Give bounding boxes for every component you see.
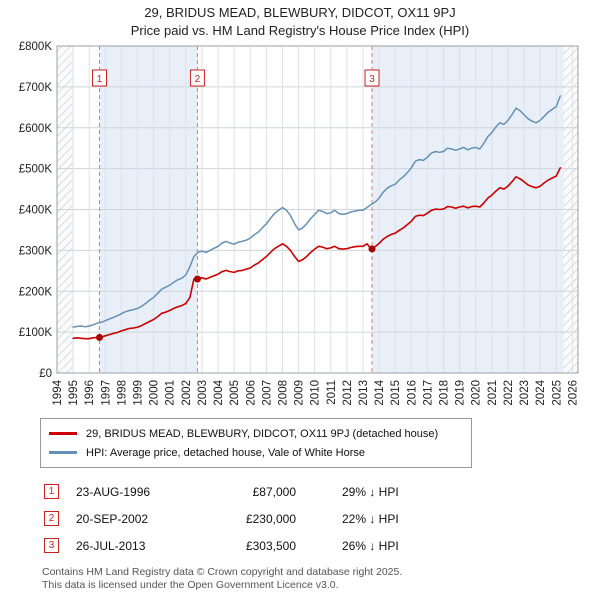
page-subtitle: Price paid vs. HM Land Registry's House … (130, 23, 470, 38)
svg-text:2026: 2026 (567, 380, 579, 406)
transaction-price: £87,000 (252, 484, 296, 499)
table-row: 3 26-JUL-2013 £303,500 26% ↓ HPI (44, 532, 600, 559)
svg-text:2007: 2007 (261, 380, 273, 406)
svg-text:£800K: £800K (19, 41, 53, 53)
svg-text:£300K: £300K (19, 245, 53, 257)
svg-text:2015: 2015 (390, 380, 402, 406)
chart-header: 29, BRIDUS MEAD, BLEWBURY, DIDCOT, OX11 … (0, 0, 600, 38)
svg-text:2001: 2001 (165, 380, 177, 406)
svg-text:2012: 2012 (342, 380, 354, 406)
hpi-line-swatch (49, 451, 77, 454)
transaction-hpi-diff: 29% ↓ HPI (342, 484, 399, 499)
transaction-price: £303,500 (245, 538, 296, 553)
transaction-date: 20-SEP-2002 (76, 511, 149, 526)
legend-item-hpi: HPI: Average price, detached house, Vale… (49, 443, 463, 462)
svg-text:£400K: £400K (19, 205, 53, 217)
svg-text:£200K: £200K (19, 286, 53, 298)
svg-text:1995: 1995 (68, 380, 80, 406)
legend-item-property: 29, BRIDUS MEAD, BLEWBURY, DIDCOT, OX11 … (49, 424, 463, 443)
svg-text:2019: 2019 (455, 380, 467, 406)
svg-text:£500K: £500K (19, 164, 53, 176)
svg-text:2011: 2011 (326, 380, 338, 405)
footer-line-2: This data is licensed under the Open Gov… (42, 579, 339, 591)
svg-text:1998: 1998 (116, 380, 128, 406)
property-line-swatch (49, 432, 77, 435)
svg-text:1994: 1994 (52, 379, 64, 405)
price-history-chart: 1 2 3 £0 £100K £200K £300K £400K £500K £600K £700K… (19, 41, 580, 406)
svg-text:2002: 2002 (181, 380, 193, 406)
svg-text:2: 2 (195, 74, 201, 85)
svg-text:2016: 2016 (406, 380, 418, 406)
svg-text:1996: 1996 (84, 380, 96, 406)
table-row: 2 20-SEP-2002 £230,000 22% ↓ HPI (44, 505, 600, 532)
svg-text:2010: 2010 (310, 380, 322, 406)
transaction-number-badge: 1 (44, 484, 59, 499)
transaction-number-badge: 3 (44, 538, 59, 553)
svg-text:2003: 2003 (197, 380, 209, 406)
svg-text:£0: £0 (39, 368, 52, 380)
transaction-date: 26-JUL-2013 (76, 538, 146, 553)
transaction-price: £230,000 (245, 511, 296, 526)
svg-text:1999: 1999 (133, 380, 145, 406)
page-title: 29, BRIDUS MEAD, BLEWBURY, DIDCOT, OX11 … (144, 5, 456, 20)
legend-label-hpi: HPI: Average price, detached house, Vale… (86, 446, 366, 459)
svg-text:2013: 2013 (358, 380, 370, 406)
svg-text:2021: 2021 (487, 380, 499, 406)
svg-text:1: 1 (97, 74, 103, 85)
legend-label-property: 29, BRIDUS MEAD, BLEWBURY, DIDCOT, OX11 … (86, 427, 439, 440)
svg-text:2008: 2008 (277, 380, 289, 406)
svg-text:2000: 2000 (149, 380, 161, 406)
svg-text:2004: 2004 (213, 379, 225, 405)
svg-text:2009: 2009 (294, 380, 306, 406)
chart-legend: 29, BRIDUS MEAD, BLEWBURY, DIDCOT, OX11 … (40, 418, 472, 468)
footer-line-1: Contains HM Land Registry data © Crown c… (42, 566, 403, 578)
svg-text:£600K: £600K (19, 123, 53, 135)
svg-text:2005: 2005 (229, 380, 241, 406)
svg-text:2017: 2017 (422, 380, 434, 406)
svg-text:2006: 2006 (245, 380, 257, 406)
svg-text:2018: 2018 (439, 380, 451, 406)
transaction-hpi-diff: 22% ↓ HPI (342, 511, 399, 526)
transaction-hpi-diff: 26% ↓ HPI (342, 538, 399, 553)
transaction-number-badge: 2 (44, 511, 59, 526)
transactions-table: 1 23-AUG-1996 £87,000 29% ↓ HPI 2 20-SEP… (44, 478, 600, 559)
license-footer: Contains HM Land Registry data © Crown c… (42, 566, 600, 592)
svg-text:£100K: £100K (19, 327, 53, 339)
svg-text:1997: 1997 (100, 380, 112, 406)
svg-text:2025: 2025 (551, 380, 563, 406)
svg-text:2022: 2022 (503, 380, 515, 406)
table-row: 1 23-AUG-1996 £87,000 29% ↓ HPI (44, 478, 600, 505)
svg-text:2023: 2023 (519, 380, 531, 406)
svg-text:2024: 2024 (535, 379, 547, 405)
svg-text:3: 3 (369, 74, 375, 85)
svg-text:2014: 2014 (374, 379, 386, 405)
transaction-date: 23-AUG-1996 (76, 484, 151, 499)
svg-text:£700K: £700K (19, 82, 53, 94)
svg-text:2020: 2020 (471, 380, 483, 406)
